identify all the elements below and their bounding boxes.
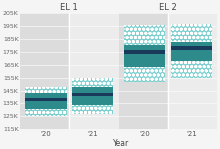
Bar — [124, 25, 165, 82]
Bar — [25, 87, 66, 116]
Bar — [72, 87, 114, 105]
Bar — [171, 24, 212, 78]
Bar — [72, 78, 114, 114]
Bar — [171, 46, 212, 50]
Bar — [124, 25, 165, 82]
Bar — [69, 13, 119, 129]
Bar — [124, 50, 165, 53]
Bar — [124, 45, 165, 67]
Title: EL 1: EL 1 — [61, 3, 78, 12]
Bar — [168, 13, 217, 129]
Bar — [171, 24, 212, 78]
Bar — [171, 42, 212, 61]
Bar — [25, 93, 66, 109]
Bar — [20, 13, 69, 129]
Bar — [119, 13, 168, 129]
Text: Year: Year — [113, 139, 129, 148]
Title: EL 2: EL 2 — [159, 3, 177, 12]
Bar — [72, 78, 114, 114]
Bar — [25, 87, 66, 116]
Bar — [25, 98, 66, 101]
Bar — [72, 93, 114, 96]
